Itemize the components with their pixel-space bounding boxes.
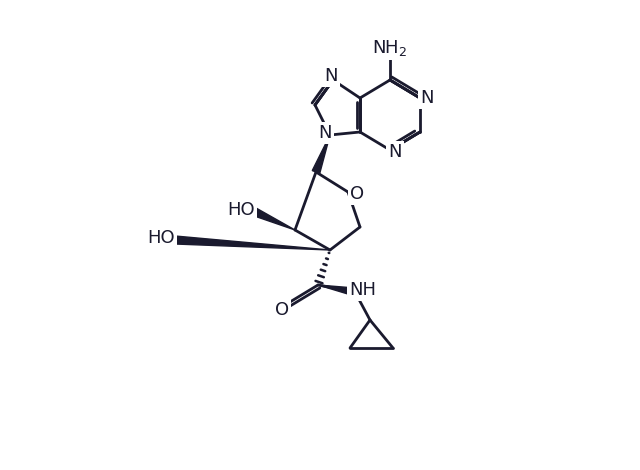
Text: HO: HO [227, 201, 255, 219]
Text: NH: NH [349, 281, 376, 299]
Polygon shape [312, 135, 330, 173]
Text: N: N [318, 124, 332, 142]
Polygon shape [318, 285, 356, 296]
Polygon shape [175, 236, 330, 250]
Text: O: O [350, 185, 364, 203]
Text: HO: HO [147, 229, 175, 247]
Polygon shape [253, 208, 295, 230]
Text: N: N [324, 67, 338, 85]
Text: N: N [420, 89, 434, 107]
Text: NH$_2$: NH$_2$ [372, 38, 408, 58]
Text: N: N [388, 143, 402, 161]
Text: O: O [275, 301, 289, 319]
